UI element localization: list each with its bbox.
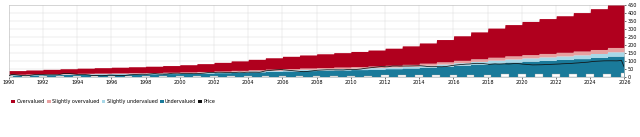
Bar	[484, 75, 492, 77]
Bar	[22, 76, 30, 77]
Bar	[330, 76, 337, 77]
Bar	[296, 76, 303, 77]
Bar	[518, 74, 525, 77]
Bar	[586, 74, 594, 77]
Bar	[347, 76, 355, 77]
Bar	[278, 76, 286, 77]
Bar	[381, 75, 389, 77]
Bar	[262, 76, 269, 77]
Bar	[142, 76, 150, 77]
Bar	[227, 76, 235, 77]
Bar	[159, 76, 166, 77]
Bar	[90, 76, 98, 77]
Bar	[467, 75, 474, 77]
Bar	[244, 76, 252, 77]
Bar	[193, 76, 201, 77]
Bar	[569, 74, 577, 77]
Bar	[108, 76, 115, 77]
Bar	[39, 76, 47, 77]
Bar	[313, 76, 321, 77]
Bar	[415, 75, 423, 77]
Bar	[604, 74, 611, 77]
Bar	[56, 76, 64, 77]
Bar	[364, 75, 372, 77]
Bar	[176, 76, 184, 77]
Bar	[74, 76, 81, 77]
Bar	[621, 73, 628, 77]
Bar	[125, 76, 132, 77]
Bar	[433, 75, 440, 77]
Bar	[449, 75, 457, 77]
Bar	[501, 74, 509, 77]
Bar	[5, 76, 13, 77]
Bar	[535, 74, 543, 77]
Bar	[210, 76, 218, 77]
Bar	[398, 75, 406, 77]
Bar	[552, 74, 560, 77]
Legend: Overvalued, Slightly overvalued, Slightly undervalued, Undervalued, Price: Overvalued, Slightly overvalued, Slightl…	[12, 99, 216, 104]
